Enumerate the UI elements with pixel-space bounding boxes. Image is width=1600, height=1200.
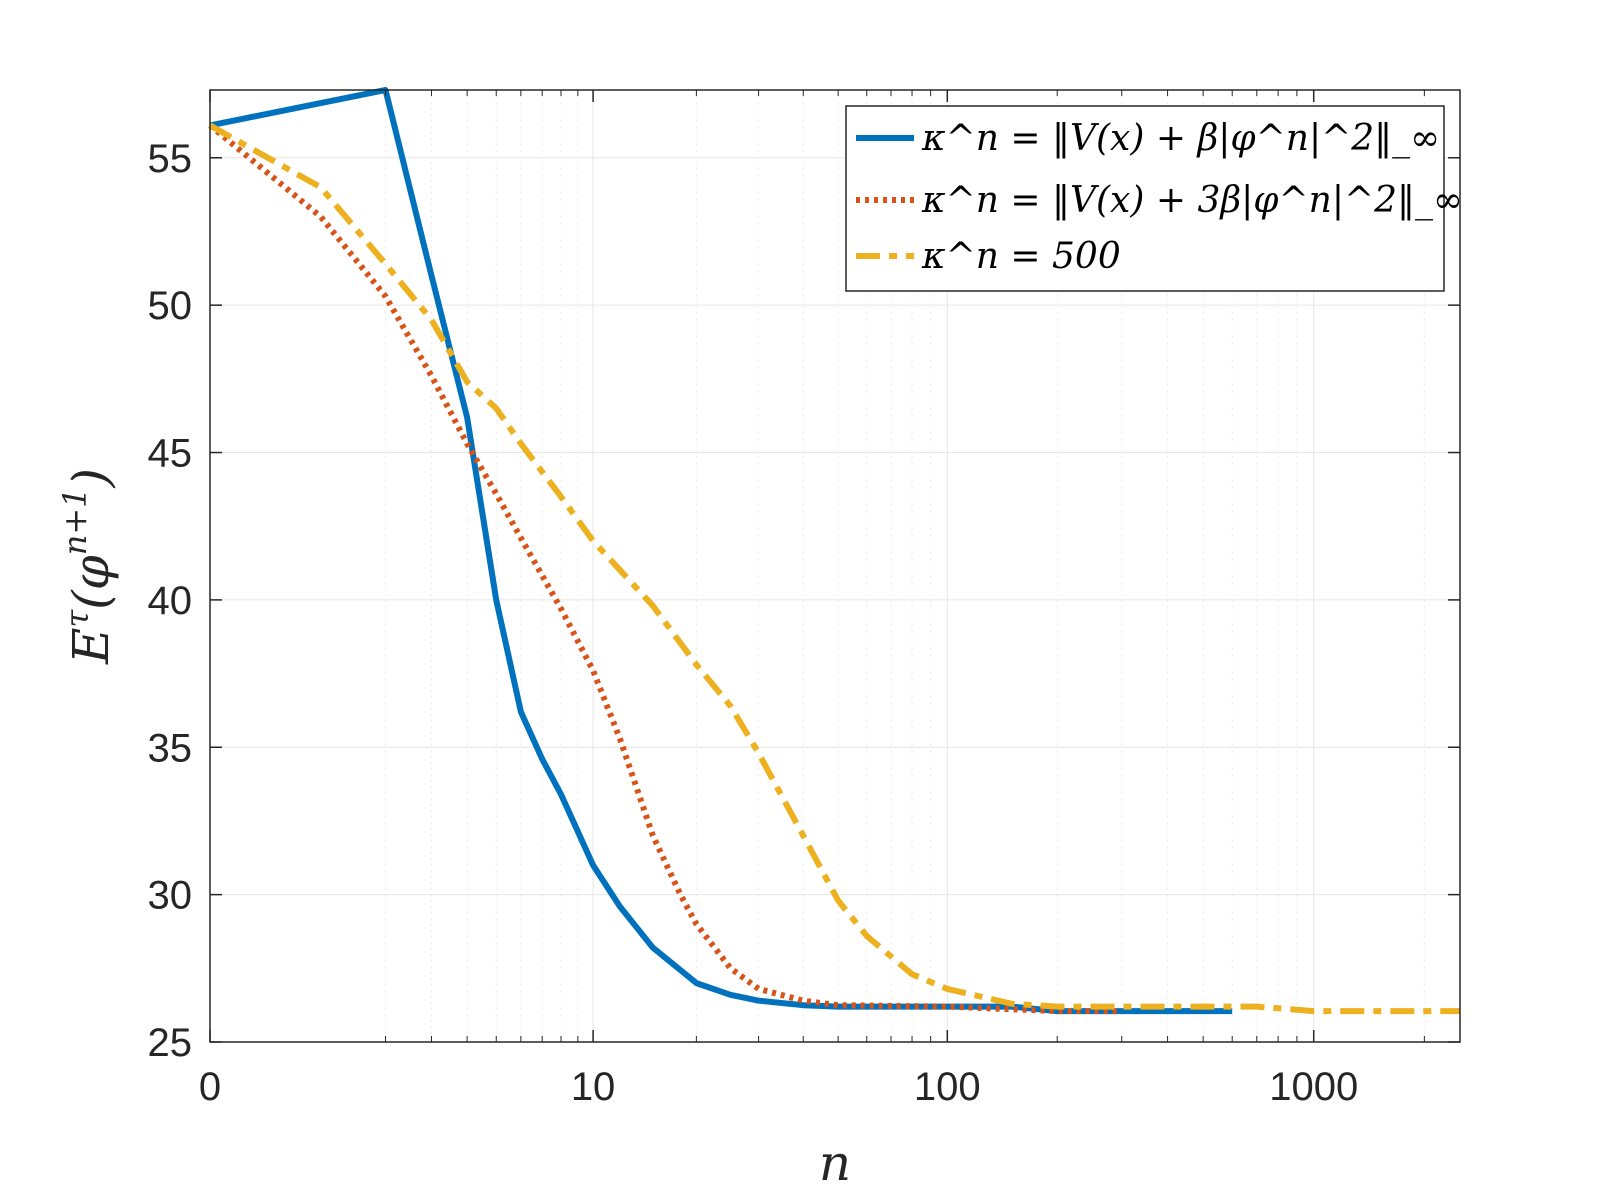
- y-label-E: E: [62, 628, 120, 666]
- y-label-sup: n+1: [56, 488, 94, 556]
- x-tick-label: 10: [571, 1065, 616, 1109]
- plot-frame: [209, 89, 1461, 1043]
- y-tick-label: 25: [148, 1021, 193, 1065]
- y-tick-label: 45: [148, 432, 193, 476]
- series-line-3: [208, 122, 1460, 1015]
- y-label-arg: (φ: [62, 555, 120, 610]
- x-axis-label: n: [819, 1134, 851, 1192]
- y-tick-label: 50: [148, 284, 193, 328]
- x-tick-label: 100: [914, 1065, 981, 1109]
- x-tick-label: 1000: [1269, 1065, 1358, 1109]
- y-tick-label: 35: [148, 726, 193, 770]
- y-tick-label: 55: [148, 137, 193, 181]
- y-axis-label: Eτ(φn+1): [56, 468, 120, 665]
- y-label-tau: τ: [58, 609, 96, 628]
- x-tick-label: 0: [199, 1065, 221, 1109]
- y-tick-label: 40: [148, 579, 193, 623]
- axis-labels: n Eτ(φn+1): [56, 468, 851, 1192]
- legend-entry-2: κ^n = ‖V(x) + 3β|φ^n|^2‖_∞: [921, 180, 1463, 221]
- series-lines: [208, 87, 1460, 1015]
- ticks: 25 30 35 40 45 50 55 0 10 100 1000: [148, 90, 1460, 1109]
- legend-entry-3: κ^n = 500: [921, 236, 1121, 277]
- y-label-close: ): [62, 468, 120, 489]
- legend: κ^n = ‖V(x) + β|φ^n|^2‖_∞ κ^n = ‖V(x) + …: [845, 105, 1463, 292]
- y-tick-label: 30: [148, 874, 193, 918]
- legend-box: [845, 105, 1445, 292]
- grid: [209, 90, 1460, 1043]
- legend-entry-1: κ^n = ‖V(x) + β|φ^n|^2‖_∞: [921, 118, 1440, 159]
